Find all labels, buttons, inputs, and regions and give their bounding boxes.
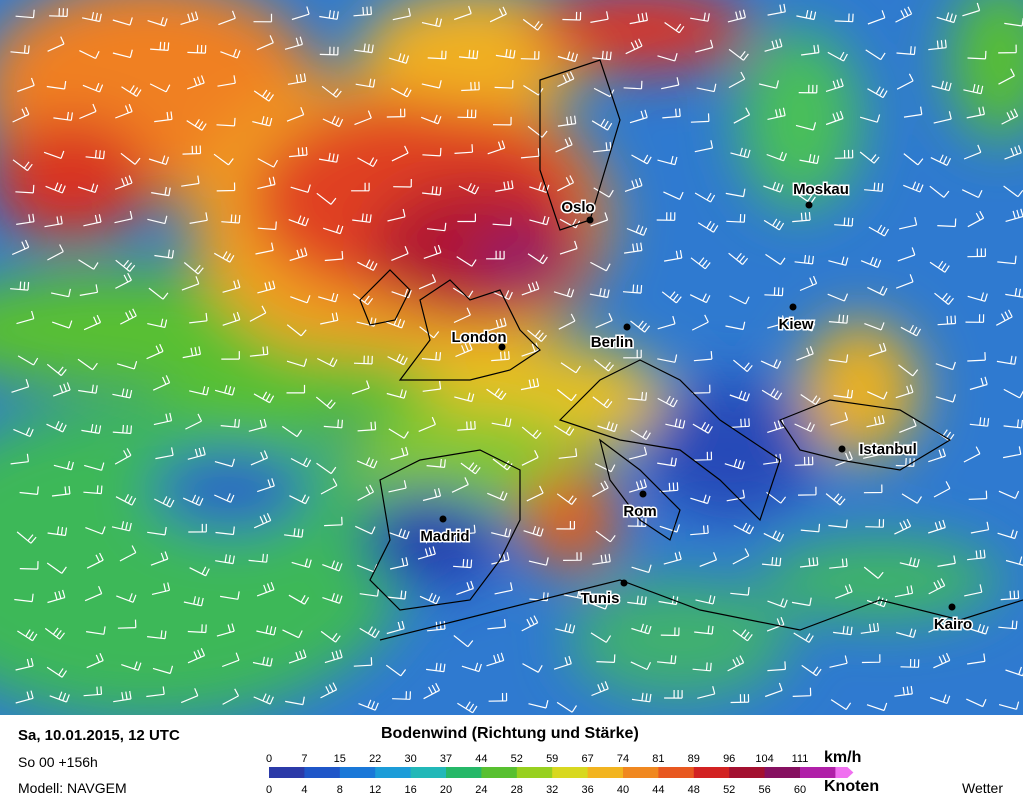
color-swatch [729,767,766,778]
knots-label: 40 [617,784,629,796]
color-swatch [693,767,730,778]
knots-label: 20 [440,784,452,796]
city-label: Rom [623,503,656,520]
city-dot [948,603,956,611]
wind-barbs [10,2,1023,714]
knots-label: 0 [266,784,272,796]
city-dot [639,490,647,498]
kmh-label: 0 [266,753,272,765]
color-swatch [658,767,695,778]
knots-label: 12 [369,784,381,796]
city-label: Madrid [420,528,469,545]
city-label: Kairo [934,616,972,633]
wind-field [0,0,1023,715]
unit-knots: Knoten [824,778,880,795]
kmh-label: 22 [369,753,381,765]
footer: Sa, 10.01.2015, 12 UTC So 00 +156h Model… [0,715,1023,802]
knots-label: 60 [794,784,806,796]
color-swatch [516,767,553,778]
city-label: Moskau [793,181,849,198]
color-swatch [269,767,305,778]
city-label: Tunis [581,590,620,607]
kmh-label: 7 [301,753,307,765]
date: Sa, 10.01.2015, 12 UTC [18,727,180,744]
knots-label: 44 [652,784,664,796]
knots-label: 56 [758,784,770,796]
color-swatch [623,767,659,778]
kmh-label: 37 [440,753,452,765]
kmh-label: 67 [581,753,593,765]
color-swatch [304,767,341,778]
kmh-label: 30 [404,753,416,765]
knots-label: 32 [546,784,558,796]
cities: Oslo Moskau London Berlin Kiew Istanbul Rom Mad… [419,180,974,635]
kmh-label: 52 [511,753,523,765]
kmh-label: 44 [475,753,487,765]
city-dot [805,201,813,209]
city-dot [838,445,846,453]
city-dot [498,343,506,351]
knots-label: 4 [301,784,307,796]
city-dot [789,303,797,311]
city-label: Berlin [591,334,634,351]
model: Modell: NAVGEM [18,780,127,796]
color-swatch [410,767,447,778]
color-swatch [800,767,836,778]
color-swatch [339,767,376,778]
kmh-label: 74 [617,753,629,765]
color-swatch [587,767,624,778]
color-swatch [835,767,854,778]
color-swatch [375,767,412,778]
color-swatch [764,767,801,778]
kmh-label: 89 [688,753,700,765]
kmh-label: 96 [723,753,735,765]
knots-label: 16 [404,784,416,796]
knots-label: 8 [337,784,343,796]
city-label: Oslo [561,199,594,216]
city-label: Istanbul [859,441,917,458]
color-swatch [446,767,482,778]
unit-kmh: km/h [824,749,862,766]
knots-label: 52 [723,784,735,796]
knots-label: 24 [475,784,487,796]
kmh-label: 15 [334,753,346,765]
wind-map: Oslo Moskau London Berlin Kiew Istanbul Rom Mad… [0,0,1023,715]
knots-label: 36 [581,784,593,796]
city-dot [586,216,594,224]
city-dot [623,323,631,331]
run: So 00 +156h [18,754,98,770]
city-label: London [452,329,507,346]
city-dot [620,579,628,587]
knots-label: 48 [688,784,700,796]
color-swatch [552,767,589,778]
city-label: Kiew [778,316,813,333]
legend-title: Bodenwind (Richtung und Stärke) [381,725,639,742]
kmh-label: 81 [652,753,664,765]
kmh-label: 59 [546,753,558,765]
color-swatch [481,767,518,778]
brand: Wetter [962,780,1003,796]
coastlines [359,59,1023,641]
kmh-label: 111 [792,753,809,765]
city-dot [439,515,447,523]
kmh-label: 104 [755,753,773,765]
knots-label: 28 [511,784,523,796]
